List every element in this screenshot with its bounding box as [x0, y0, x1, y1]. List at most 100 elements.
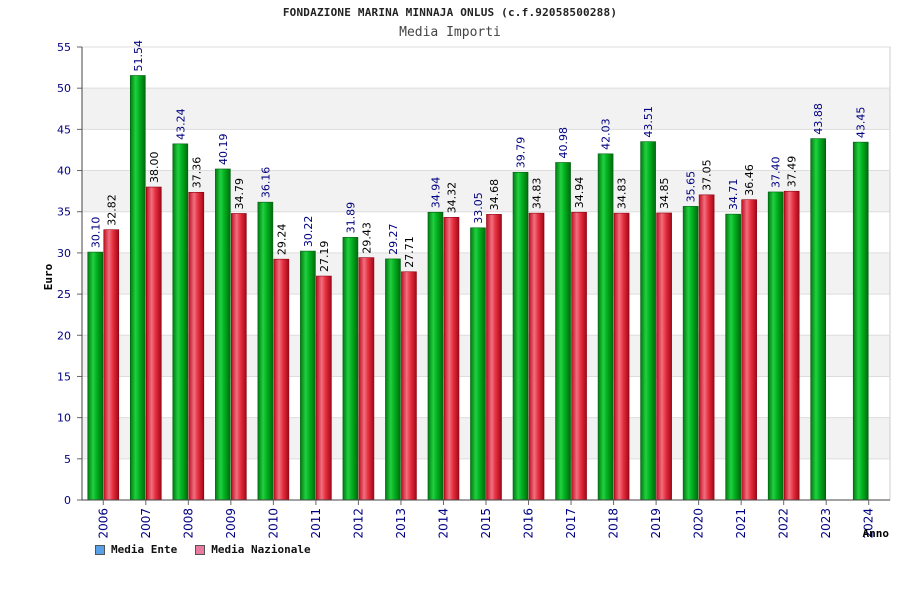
data-label-media-ente: 39.79 — [515, 137, 528, 169]
bar-media-nazionale — [358, 257, 375, 501]
data-label-media-nazionale: 32.82 — [105, 194, 118, 225]
data-label-media-nazionale: 37.49 — [786, 156, 799, 188]
data-label-media-ente: 29.27 — [387, 223, 400, 255]
data-label-media-nazionale: 34.79 — [233, 178, 246, 210]
data-label-media-nazionale: 34.83 — [531, 178, 544, 210]
bar-media-ente — [767, 191, 784, 501]
bar-media-nazionale — [741, 199, 757, 501]
data-label-media-ente: 43.24 — [174, 108, 187, 140]
bar-media-ente — [300, 250, 316, 501]
x-tick-labels: 2006 2007 2008 2009 2010 2011 2012 2013 2014 2015… — [96, 508, 875, 539]
bars — [87, 75, 869, 501]
y-tick-label: 45 — [57, 123, 71, 136]
x-tick-label: 2021 — [734, 508, 748, 539]
bar-media-nazionale — [486, 214, 502, 501]
bar-media-ente — [129, 75, 146, 501]
x-axis-label: Anno — [863, 527, 890, 540]
x-tick-label: 2014 — [436, 508, 450, 539]
bar-media-ente — [215, 168, 231, 501]
data-label-media-ente: 30.22 — [302, 216, 315, 248]
y-tick-label: 40 — [57, 165, 71, 178]
legend-swatch-ente — [95, 544, 105, 555]
data-label-media-ente: 31.89 — [344, 202, 357, 234]
bar-media-ente — [87, 251, 104, 501]
bar-media-ente — [427, 211, 444, 501]
legend: Media Ente Media Nazionale — [95, 543, 311, 556]
data-label-media-nazionale: 34.68 — [488, 179, 501, 211]
data-label-media-ente: 30.10 — [89, 217, 102, 249]
bar-media-ente — [512, 171, 529, 501]
bar-media-ente — [725, 213, 741, 501]
bar-media-ente — [342, 237, 359, 501]
axes — [77, 46, 890, 505]
x-tick-label: 2007 — [139, 508, 153, 539]
legend-label-ente: Media Ente — [111, 543, 178, 556]
data-label-media-nazionale: 27.71 — [403, 236, 416, 268]
bar-media-nazionale — [656, 212, 672, 501]
data-label-media-nazionale: 29.43 — [360, 222, 373, 254]
bar-media-nazionale — [783, 190, 800, 501]
bar-media-ente — [597, 153, 614, 501]
bar-media-ente — [640, 141, 656, 501]
data-label-media-ente: 43.88 — [812, 103, 825, 135]
data-label-media-ente: 43.45 — [855, 107, 868, 139]
bar-media-nazionale — [528, 212, 545, 501]
legend-item-ente: Media Ente — [95, 543, 177, 556]
bar-media-ente — [172, 143, 189, 501]
bar-media-ente — [810, 138, 827, 501]
bar-media-nazionale — [613, 212, 630, 501]
data-label-media-nazionale: 34.83 — [616, 178, 629, 210]
data-label-media-ente: 33.05 — [472, 192, 485, 224]
x-tick-label: 2024 — [862, 508, 876, 539]
legend-item-nazionale: Media Nazionale — [195, 543, 311, 556]
y-tick-label: 5 — [64, 453, 71, 466]
data-label-media-ente: 51.54 — [132, 40, 145, 72]
bar-media-ente — [385, 258, 401, 501]
data-label-media-ente: 43.51 — [642, 106, 655, 138]
bar-media-ente — [257, 201, 274, 501]
chart-subtitle: Media Importi — [399, 25, 501, 40]
legend-swatch-nazionale — [195, 544, 206, 555]
y-tick-label: 55 — [57, 41, 71, 54]
data-label-media-ente: 40.19 — [217, 133, 230, 165]
y-axis-label: Euro — [42, 263, 55, 290]
bar-media-nazionale — [401, 271, 417, 501]
x-tick-label: 2011 — [309, 508, 323, 539]
y-tick-labels: 0 5 10 15 20 25 30 35 40 45 50 55 — [57, 41, 71, 507]
data-label-media-nazionale: 34.32 — [445, 182, 458, 214]
legend-label-nazionale: Media Nazionale — [211, 543, 311, 556]
data-label-media-nazionale: 36.46 — [743, 164, 756, 196]
bar-media-nazionale — [231, 213, 247, 501]
data-label-media-nazionale: 27.19 — [318, 241, 331, 273]
data-label-media-ente: 42.03 — [600, 118, 613, 150]
data-label-media-nazionale: 37.36 — [190, 157, 203, 189]
x-tick-label: 2013 — [394, 508, 408, 539]
y-tick-label: 20 — [57, 329, 71, 342]
x-tick-label: 2006 — [96, 508, 110, 539]
y-tick-label: 35 — [57, 206, 71, 219]
x-tick-label: 2009 — [224, 508, 238, 539]
y-tick-label: 15 — [57, 370, 71, 383]
data-label-media-nazionale: 37.05 — [701, 159, 714, 191]
data-label-media-ente: 40.98 — [557, 127, 570, 159]
data-label-media-ente: 34.71 — [727, 179, 740, 211]
x-tick-label: 2022 — [777, 508, 791, 539]
x-tick-label: 2020 — [692, 508, 706, 539]
x-tick-label: 2015 — [479, 508, 493, 539]
plot-band — [82, 47, 890, 89]
bar-media-nazionale — [698, 194, 715, 501]
x-tick-label: 2012 — [351, 508, 365, 539]
x-tick-label: 2019 — [649, 508, 663, 539]
x-tick-label: 2016 — [522, 508, 536, 539]
bar-media-nazionale — [571, 211, 587, 501]
data-label-media-nazionale: 34.85 — [658, 177, 671, 209]
y-tick-label: 50 — [57, 82, 71, 95]
y-tick-label: 0 — [64, 494, 71, 507]
y-tick-label: 30 — [57, 247, 71, 260]
bar-media-nazionale — [443, 217, 460, 501]
bar-media-nazionale — [103, 229, 120, 501]
data-label-media-nazionale: 38.00 — [148, 152, 161, 184]
data-label-media-ente: 36.16 — [259, 167, 272, 199]
bar-media-ente — [852, 141, 869, 501]
